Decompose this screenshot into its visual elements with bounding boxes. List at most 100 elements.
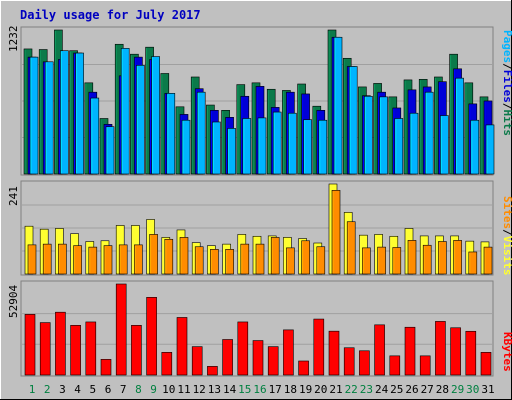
bar-sites-day-12 bbox=[194, 246, 204, 275]
day-label-29: 29 bbox=[451, 383, 464, 396]
bar-sites-day-4 bbox=[73, 245, 82, 275]
bar-sites-day-27 bbox=[422, 244, 432, 275]
day-label-27: 27 bbox=[421, 383, 434, 396]
legend-middle: Sites/Visits bbox=[501, 196, 512, 276]
bar-kbytes-day-16 bbox=[252, 340, 264, 376]
bar-pages-day-4 bbox=[75, 52, 84, 175]
bar-sites-day-13 bbox=[210, 249, 219, 275]
bar-kbytes-day-10 bbox=[161, 352, 173, 376]
bar-pages-day-26 bbox=[409, 112, 419, 175]
chart-title: Daily usage for July 2017 bbox=[20, 8, 201, 22]
legend-part: Sites bbox=[501, 196, 512, 229]
bar-sites-day-29 bbox=[453, 240, 462, 275]
bar-kbytes-day-8 bbox=[131, 325, 142, 376]
day-label-23: 23 bbox=[360, 383, 373, 396]
day-label-5: 5 bbox=[89, 383, 96, 396]
bar-pages-day-18 bbox=[288, 112, 297, 175]
bar-pages-day-13 bbox=[212, 121, 221, 175]
bar-kbytes-day-14 bbox=[222, 339, 233, 376]
bar-sites-day-25 bbox=[392, 247, 402, 275]
bar-sites-day-30 bbox=[468, 251, 478, 275]
bar-sites-day-7 bbox=[118, 244, 128, 275]
bar-kbytes-day-2 bbox=[39, 322, 51, 376]
day-label-4: 4 bbox=[74, 383, 81, 396]
bar-kbytes-day-4 bbox=[70, 325, 81, 376]
bar-sites-day-6 bbox=[103, 245, 113, 275]
day-label-30: 30 bbox=[466, 383, 479, 396]
legend-part: / bbox=[501, 103, 512, 110]
bar-sites-day-2 bbox=[42, 243, 52, 275]
bar-pages-day-9 bbox=[151, 56, 160, 175]
bar-pages-day-8 bbox=[136, 64, 145, 175]
bar-sites-day-1 bbox=[27, 244, 37, 275]
day-label-12: 12 bbox=[193, 383, 206, 396]
day-label-3: 3 bbox=[59, 383, 66, 396]
ymax-label-top: 1232 bbox=[7, 26, 20, 53]
bar-sites-day-23 bbox=[362, 247, 371, 275]
bars-hits-files-pages bbox=[23, 29, 495, 175]
day-label-8: 8 bbox=[135, 383, 142, 396]
legend-top: Pages/Files/Hits bbox=[501, 30, 512, 136]
day-label-16: 16 bbox=[253, 383, 266, 396]
bar-kbytes-day-6 bbox=[100, 359, 112, 376]
bar-pages-day-27 bbox=[424, 91, 434, 175]
bar-kbytes-day-5 bbox=[85, 321, 97, 376]
bar-kbytes-day-27 bbox=[419, 355, 431, 376]
bar-pages-day-28 bbox=[440, 115, 449, 175]
bar-pages-day-7 bbox=[120, 48, 130, 175]
bar-pages-day-2 bbox=[44, 61, 54, 175]
bar-kbytes-day-23 bbox=[359, 350, 370, 376]
panel-frame-top bbox=[20, 26, 494, 176]
day-label-10: 10 bbox=[162, 383, 175, 396]
bar-pages-day-31 bbox=[485, 124, 495, 175]
legend-bottom: KBytes bbox=[501, 332, 512, 372]
bars-visits-sites bbox=[24, 183, 493, 275]
bar-sites-day-10 bbox=[164, 238, 174, 275]
bar-sites-day-5 bbox=[88, 246, 98, 275]
bar-sites-day-26 bbox=[407, 240, 417, 275]
day-label-11: 11 bbox=[177, 383, 190, 396]
bar-sites-day-18 bbox=[286, 247, 295, 275]
legend-part: Visits bbox=[501, 236, 512, 276]
day-label-28: 28 bbox=[436, 383, 449, 396]
bar-sites-day-28 bbox=[438, 241, 447, 275]
bar-kbytes-day-31 bbox=[480, 352, 492, 376]
bar-sites-day-24 bbox=[377, 246, 386, 275]
day-label-24: 24 bbox=[375, 383, 389, 396]
day-label-2: 2 bbox=[44, 383, 51, 396]
bar-kbytes-day-22 bbox=[343, 347, 355, 376]
day-label-21: 21 bbox=[329, 383, 342, 396]
bar-pages-day-23 bbox=[364, 95, 373, 175]
bar-pages-day-6 bbox=[105, 126, 115, 175]
bar-sites-day-16 bbox=[255, 243, 265, 275]
bar-kbytes-day-13 bbox=[207, 366, 218, 376]
bar-kbytes-day-30 bbox=[465, 330, 477, 376]
bar-pages-day-15 bbox=[242, 118, 252, 175]
bar-kbytes-day-9 bbox=[146, 297, 157, 376]
legend-part: Files bbox=[501, 70, 512, 103]
bar-kbytes-day-17 bbox=[267, 346, 279, 376]
bar-pages-day-25 bbox=[394, 118, 404, 175]
bar-pages-day-21 bbox=[333, 36, 343, 175]
day-label-6: 6 bbox=[105, 383, 112, 396]
bar-sites-day-31 bbox=[483, 246, 493, 275]
bar-kbytes-day-15 bbox=[237, 321, 249, 376]
bar-kbytes-day-26 bbox=[404, 326, 416, 376]
bar-pages-day-3 bbox=[60, 50, 69, 175]
bar-kbytes-day-25 bbox=[389, 355, 401, 376]
bars-kbytes bbox=[24, 283, 492, 376]
bar-kbytes-day-12 bbox=[191, 346, 203, 376]
legend-part: KBytes bbox=[501, 332, 512, 372]
bar-sites-day-17 bbox=[270, 237, 280, 275]
bar-pages-day-1 bbox=[29, 56, 39, 175]
day-label-13: 13 bbox=[208, 383, 221, 396]
legend-part: / bbox=[501, 229, 512, 236]
day-label-15: 15 bbox=[238, 383, 251, 396]
bar-sites-day-19 bbox=[301, 240, 310, 275]
day-label-9: 9 bbox=[150, 383, 157, 396]
day-label-26: 26 bbox=[405, 383, 418, 396]
bar-kbytes-day-1 bbox=[24, 314, 36, 376]
day-label-17: 17 bbox=[269, 383, 282, 396]
bar-kbytes-day-28 bbox=[435, 321, 446, 376]
ymax-label-bottom: 52904 bbox=[7, 285, 20, 318]
